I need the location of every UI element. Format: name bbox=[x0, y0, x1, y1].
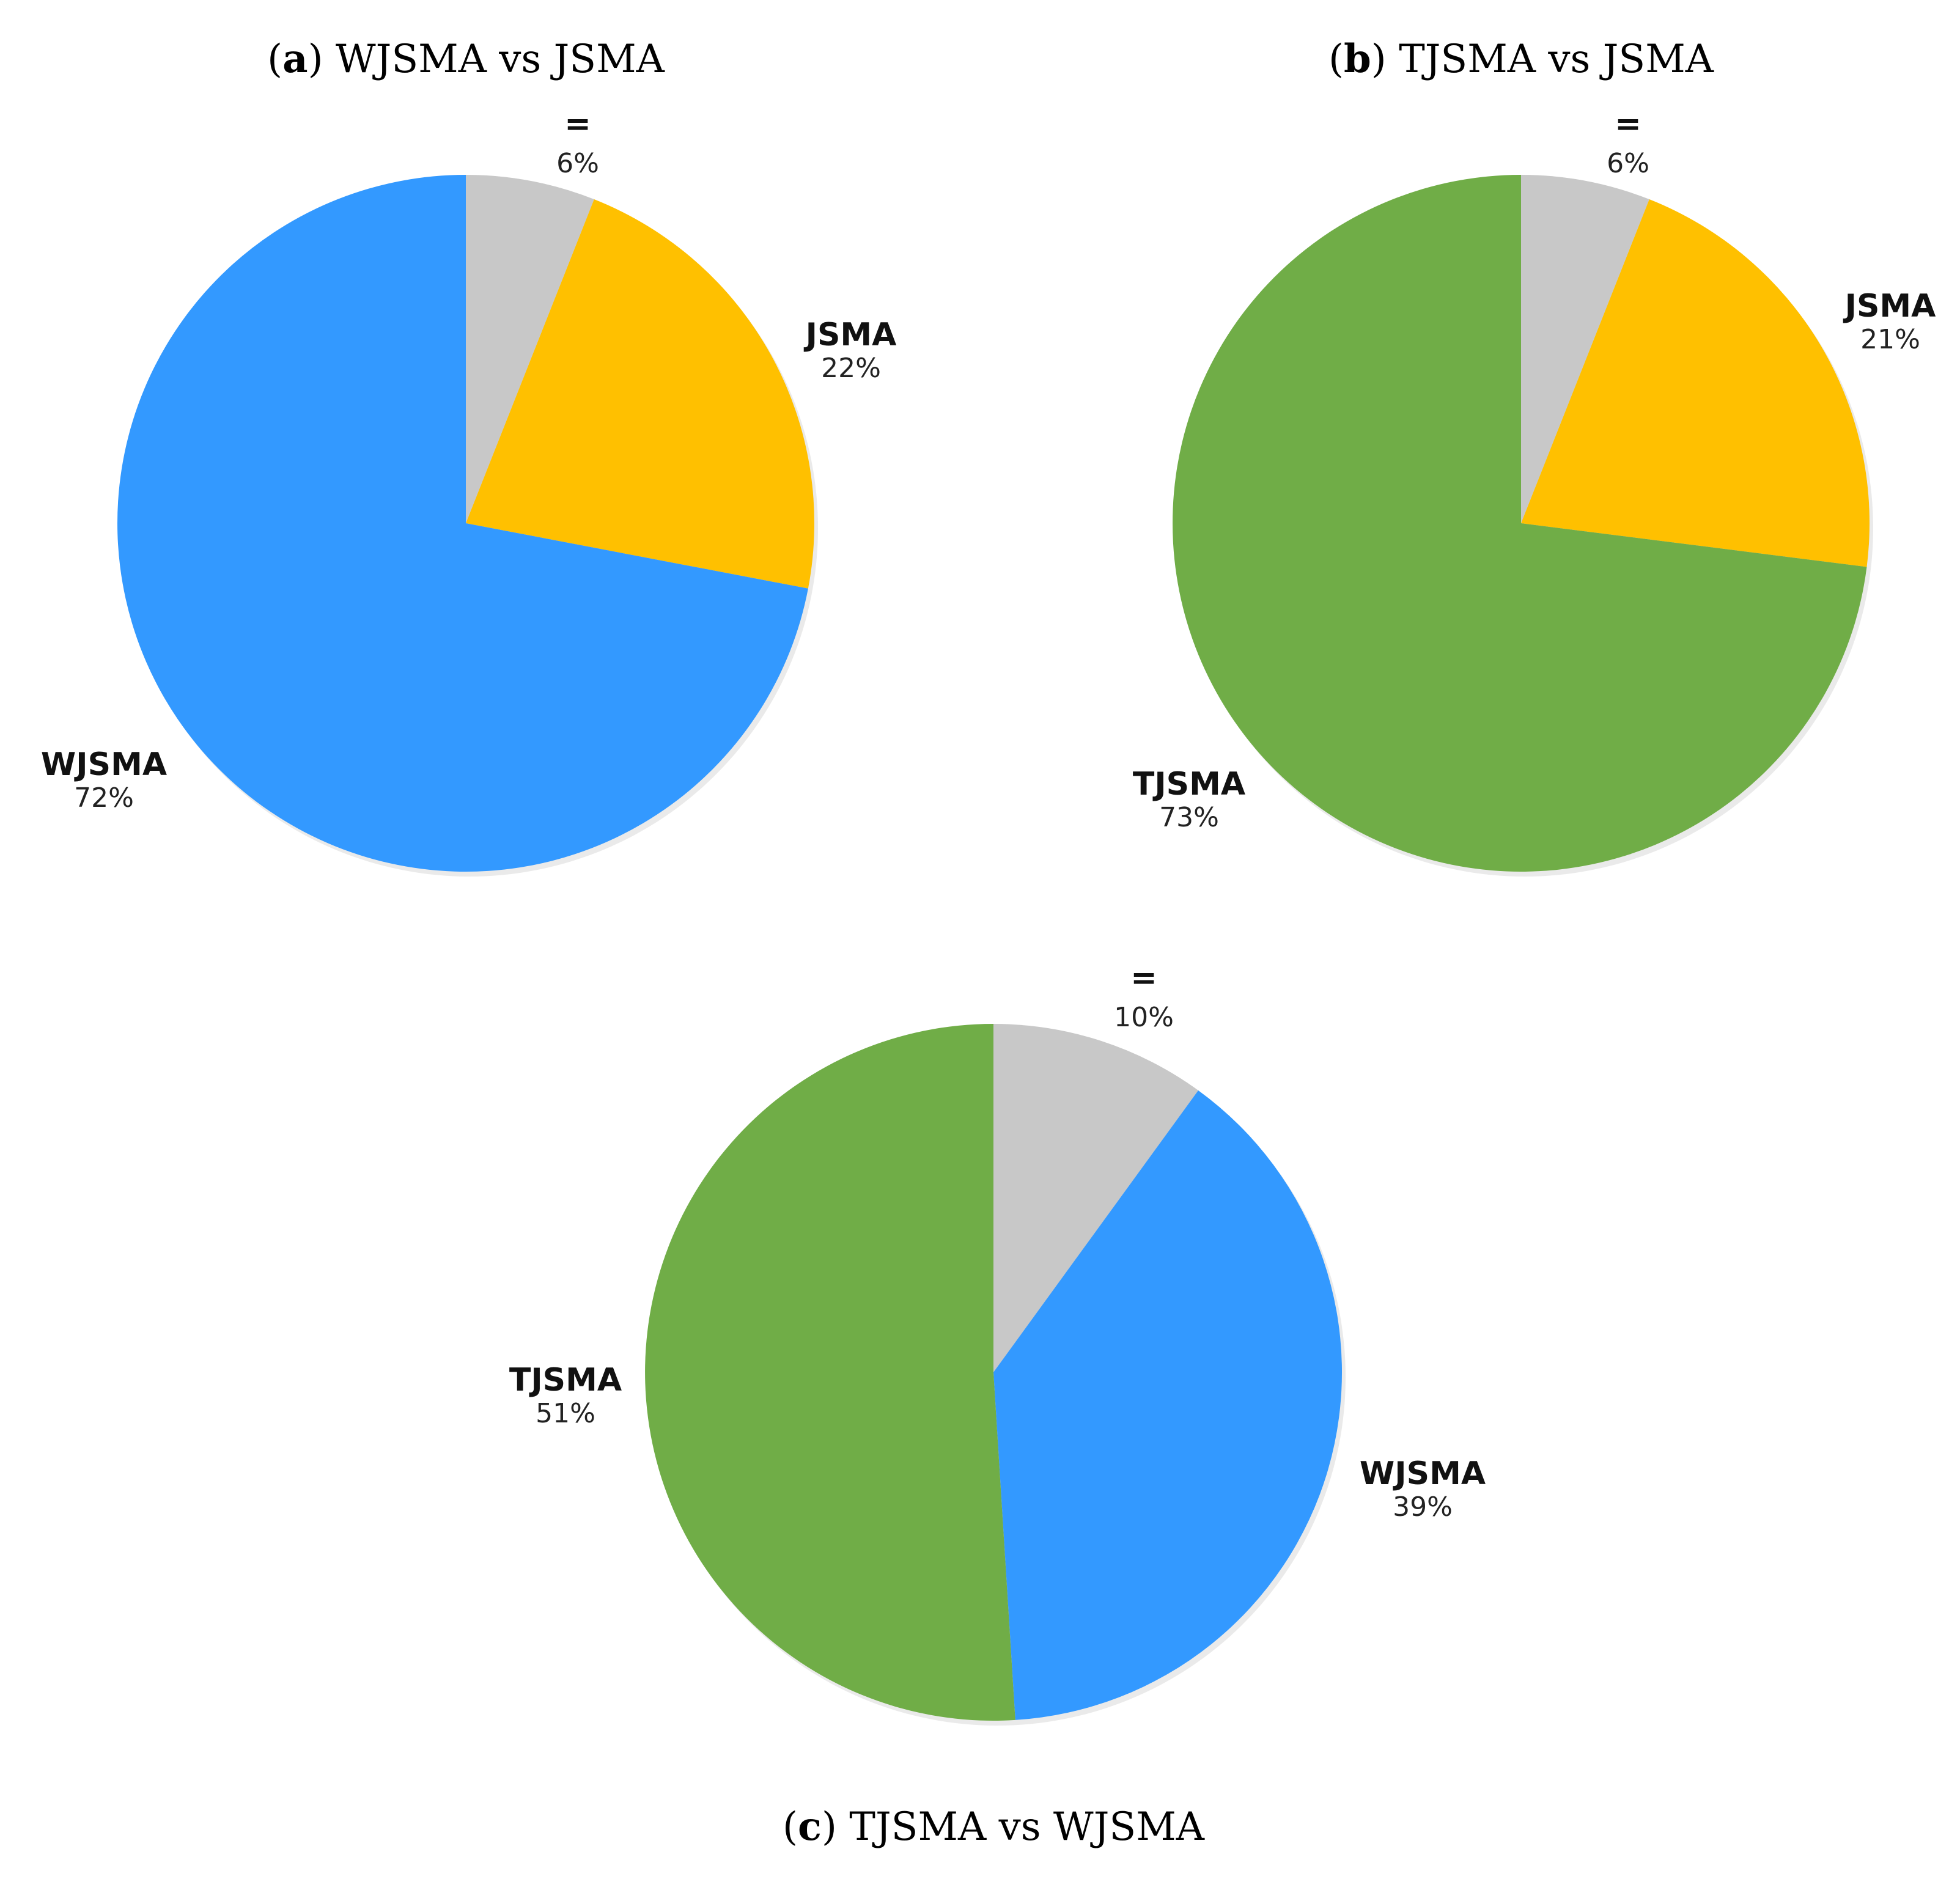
chart-caption: (a) WJSMA vs JSMA bbox=[267, 36, 665, 82]
pie-slice-jsma bbox=[466, 199, 814, 589]
pie-slice-equal bbox=[466, 175, 594, 523]
caption-title: ) TJSMA vs JSMA bbox=[1371, 37, 1714, 82]
caption-title: ) TJSMA vs WJSMA bbox=[822, 1804, 1205, 1850]
slice-label-name: = bbox=[1615, 106, 1641, 142]
slice-label-name: WJSMA bbox=[1360, 1455, 1486, 1492]
slice-label-value: 21% bbox=[1860, 324, 1920, 355]
slice-label-value: 72% bbox=[74, 782, 134, 814]
pie-slice-equal bbox=[993, 1024, 1199, 1372]
pie-slice-tjsma bbox=[1173, 175, 1867, 872]
slice-label-value: 6% bbox=[556, 148, 599, 179]
slice-label-value: 22% bbox=[821, 353, 881, 384]
pie-slice-wjsma bbox=[993, 1090, 1343, 1720]
caption-open-paren: ( bbox=[1328, 37, 1344, 82]
slice-label-value: 73% bbox=[1159, 802, 1219, 833]
chart-caption: (b) TJSMA vs JSMA bbox=[1328, 36, 1714, 82]
caption-title: ) WJSMA vs JSMA bbox=[308, 37, 665, 82]
pie-slice-tjsma bbox=[645, 1024, 1015, 1721]
slice-label-name: = bbox=[1130, 960, 1157, 996]
caption-panel-letter: b bbox=[1344, 36, 1371, 82]
slice-label-name: TJSMA bbox=[1133, 766, 1245, 803]
caption-open-paren: ( bbox=[783, 1804, 798, 1850]
slice-label-name: WJSMA bbox=[41, 746, 167, 783]
pie-slice-equal bbox=[1521, 175, 1649, 523]
slice-label-name: TJSMA bbox=[509, 1362, 622, 1399]
pie-slice-wjsma bbox=[117, 175, 808, 872]
caption-open-paren: ( bbox=[267, 37, 282, 82]
caption-panel-letter: a bbox=[282, 36, 308, 82]
caption-panel-letter: c bbox=[798, 1804, 822, 1850]
slice-label-value: 39% bbox=[1393, 1491, 1453, 1523]
slice-label-name: = bbox=[564, 106, 591, 142]
slice-label-name: JSMA bbox=[1843, 288, 1936, 325]
chart-caption: (c) TJSMA vs WJSMA bbox=[783, 1804, 1205, 1850]
slice-label-value: 10% bbox=[1114, 1002, 1174, 1033]
slice-label-value: 6% bbox=[1607, 148, 1649, 179]
slice-label-name: JSMA bbox=[804, 317, 897, 353]
pie-slice-jsma bbox=[1521, 199, 1870, 567]
slice-label-value: 51% bbox=[536, 1398, 595, 1429]
